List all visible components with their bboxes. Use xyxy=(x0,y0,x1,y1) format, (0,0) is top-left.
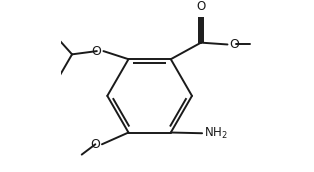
Text: O: O xyxy=(196,0,206,13)
Text: NH$_2$: NH$_2$ xyxy=(204,126,228,141)
Text: O: O xyxy=(230,38,240,51)
Text: O: O xyxy=(91,45,101,58)
Text: O: O xyxy=(90,138,100,151)
